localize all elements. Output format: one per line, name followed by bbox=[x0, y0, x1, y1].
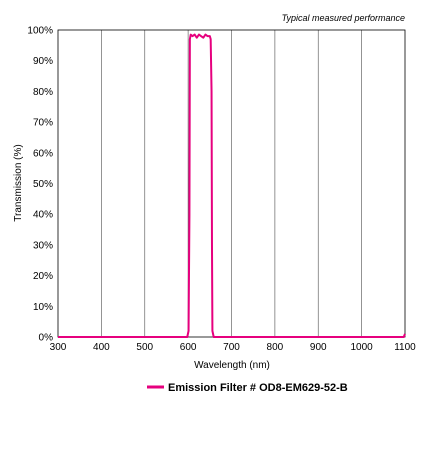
legend-label: Emission Filter # OD8-EM629-52-B bbox=[168, 382, 348, 394]
y-tick-label-30: 30% bbox=[33, 240, 53, 251]
x-tick-label-800: 800 bbox=[267, 342, 284, 353]
x-tick-label-1000: 1000 bbox=[351, 342, 374, 353]
y-tick-label-100: 100% bbox=[27, 26, 53, 37]
x-tick-label-400: 400 bbox=[93, 342, 110, 353]
x-tick-label-300: 300 bbox=[50, 342, 67, 353]
y-tick-label-20: 20% bbox=[33, 271, 53, 282]
x-tick-label-500: 500 bbox=[136, 342, 153, 353]
grid-lines bbox=[101, 30, 362, 337]
x-tick-label-600: 600 bbox=[180, 342, 197, 353]
y-axis-title: Transmission (%) bbox=[13, 144, 24, 221]
y-tick-label-50: 50% bbox=[33, 179, 53, 190]
x-tick-label-700: 700 bbox=[223, 342, 240, 353]
x-axis-title: Wavelength (nm) bbox=[194, 360, 270, 371]
y-tick-label-10: 10% bbox=[33, 302, 53, 313]
y-tick-label-90: 90% bbox=[33, 56, 53, 67]
x-axis-ticks: 300 400 500 600 700 800 900 1000 1100 bbox=[50, 342, 417, 353]
y-axis-ticks: 0% 10% 20% 30% 40% 50% 60% 70% 80% 90% 100% bbox=[27, 26, 53, 344]
x-tick-label-900: 900 bbox=[310, 342, 327, 353]
y-tick-label-0: 0% bbox=[39, 333, 54, 344]
y-tick-label-80: 80% bbox=[33, 87, 53, 98]
y-tick-label-60: 60% bbox=[33, 148, 53, 159]
chart-annotation: Typical measured performance bbox=[282, 13, 405, 23]
series-line-0 bbox=[58, 33, 406, 338]
x-tick-label-1100: 1100 bbox=[394, 342, 416, 353]
legend: Emission Filter # OD8-EM629-52-B bbox=[147, 382, 348, 394]
series-layer bbox=[58, 33, 406, 338]
y-tick-label-40: 40% bbox=[33, 210, 53, 221]
y-tick-label-70: 70% bbox=[33, 118, 53, 129]
